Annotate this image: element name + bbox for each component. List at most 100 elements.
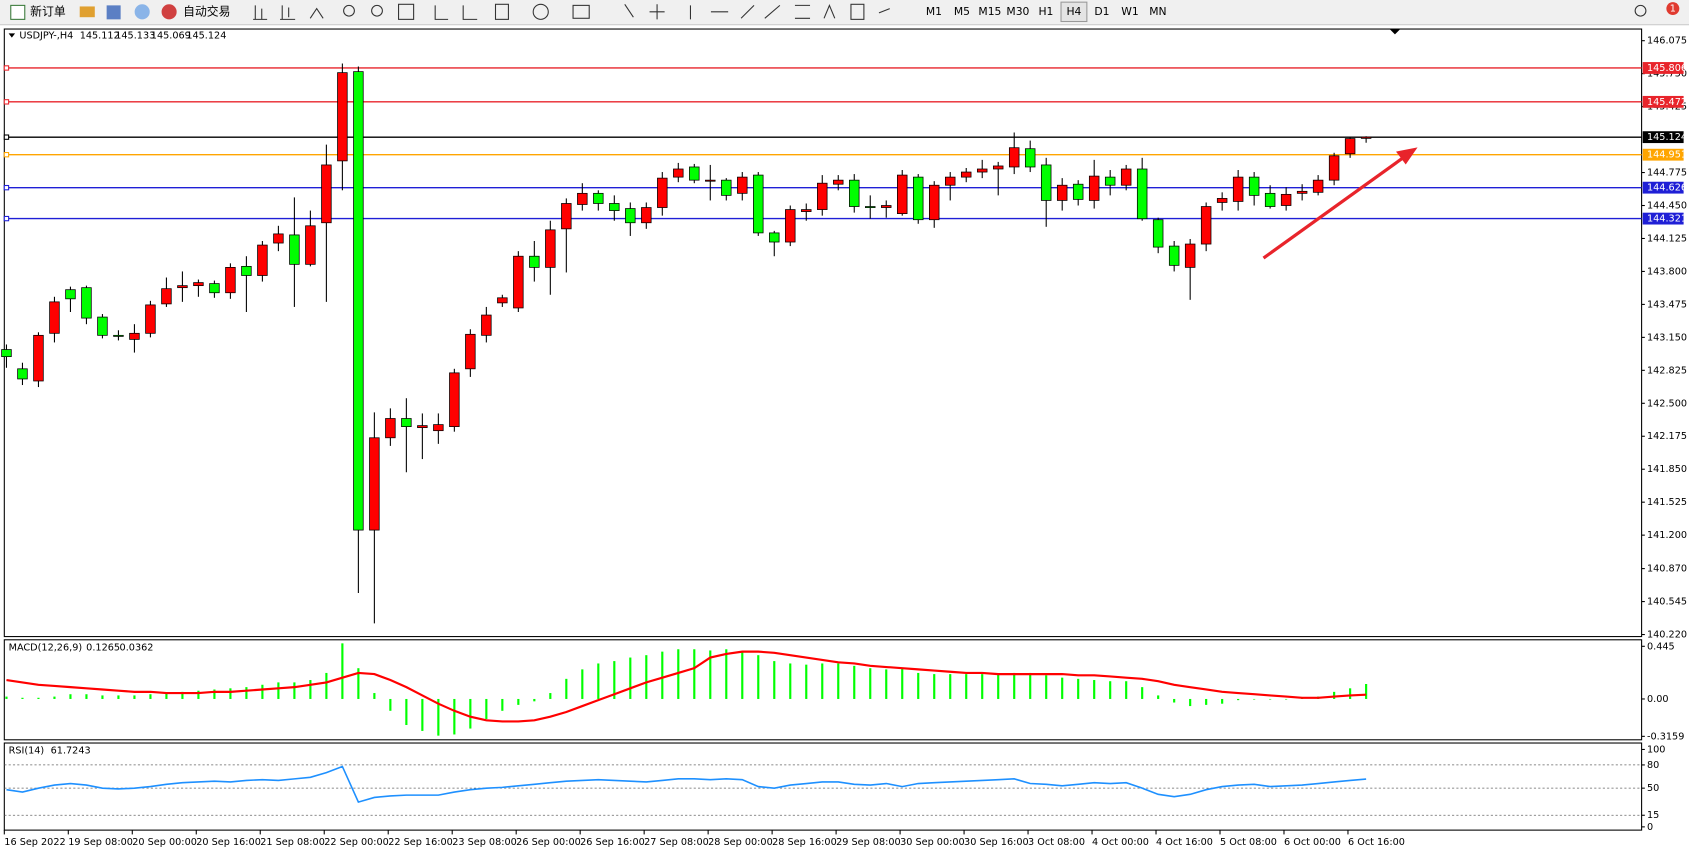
candle-body bbox=[17, 368, 28, 380]
symbol-menu-arrow[interactable] bbox=[8, 33, 16, 38]
macd-bar bbox=[565, 678, 568, 699]
macd-signal-value: 0.0362 bbox=[120, 642, 154, 653]
macd-bar bbox=[1173, 698, 1176, 703]
macd-bar bbox=[213, 689, 216, 699]
y-tick-label: 140.220 bbox=[1647, 630, 1687, 641]
macd-bar bbox=[645, 655, 648, 699]
candle-body bbox=[641, 207, 652, 224]
macd-bar bbox=[1109, 681, 1112, 699]
macd-bar bbox=[981, 674, 984, 699]
macd-bar bbox=[581, 669, 584, 699]
timeframe-button[interactable]: H4 bbox=[1066, 5, 1081, 18]
active-timeframe-box[interactable] bbox=[1060, 1, 1088, 23]
candle-body bbox=[593, 192, 604, 204]
candle-body bbox=[976, 168, 988, 173]
candle-body bbox=[337, 72, 348, 162]
auto-trading-button[interactable]: 自动交易 bbox=[183, 4, 230, 18]
macd-bar bbox=[885, 669, 888, 699]
macd-bar bbox=[869, 668, 872, 699]
candle-body bbox=[1008, 147, 1020, 168]
macd-bar bbox=[37, 697, 40, 699]
candle-body bbox=[1280, 193, 1292, 206]
candle-body bbox=[369, 437, 380, 531]
macd-bar bbox=[341, 643, 344, 699]
candle-body bbox=[33, 334, 44, 382]
candle-body bbox=[225, 267, 236, 294]
macd-signal-line bbox=[6, 650, 1367, 723]
candle-body bbox=[161, 288, 172, 305]
candle-body bbox=[1088, 175, 1100, 201]
shift-marker bbox=[1389, 29, 1401, 35]
macd-bar bbox=[85, 694, 88, 699]
toolbar-icon[interactable] bbox=[134, 4, 150, 20]
timeframe-button[interactable]: W1 bbox=[1121, 5, 1138, 18]
rsi-y-tick-label: 80 bbox=[1647, 760, 1659, 771]
macd-bar bbox=[1077, 678, 1080, 699]
y-tick-label: 140.545 bbox=[1647, 597, 1687, 608]
candle-body bbox=[1216, 198, 1228, 203]
macd-bar bbox=[1349, 688, 1352, 699]
candle-body bbox=[625, 208, 636, 224]
macd-bar bbox=[389, 698, 392, 711]
search-icon[interactable] bbox=[1634, 4, 1647, 17]
level-line-end bbox=[3, 215, 10, 222]
timeframe-button[interactable]: M5 bbox=[954, 5, 970, 18]
candle-body bbox=[929, 184, 940, 221]
x-tick-label: 20 Sep 16:00 bbox=[196, 837, 261, 848]
notification-count[interactable]: 1 bbox=[1670, 4, 1676, 15]
level-line-tag-label: 145.472 bbox=[1647, 97, 1687, 108]
candle-body bbox=[321, 164, 332, 224]
candle-body bbox=[401, 418, 412, 427]
timeframe-button[interactable]: M1 bbox=[926, 5, 942, 18]
macd-bar bbox=[245, 687, 248, 699]
candle-body bbox=[817, 182, 828, 210]
x-tick-label: 23 Sep 08:00 bbox=[452, 837, 517, 848]
x-tick-label: 28 Sep 00:00 bbox=[708, 837, 773, 848]
y-tick-label: 143.475 bbox=[1647, 299, 1687, 310]
x-tick-label: 26 Sep 16:00 bbox=[580, 837, 645, 848]
level-line-tag bbox=[1642, 181, 1684, 194]
auto-trading-icon[interactable] bbox=[161, 4, 177, 20]
y-tick-label: 141.850 bbox=[1647, 464, 1687, 475]
toolbar-icon[interactable] bbox=[106, 5, 121, 20]
toolbar-icons[interactable] bbox=[253, 3, 890, 20]
candle-body bbox=[289, 234, 300, 265]
notification-badge[interactable] bbox=[1666, 2, 1680, 16]
x-tick-label: 22 Sep 00:00 bbox=[324, 837, 389, 848]
candle-body bbox=[81, 287, 92, 319]
macd-bar bbox=[1253, 698, 1256, 700]
timeframe-button[interactable]: H1 bbox=[1038, 5, 1053, 18]
new-order-icon[interactable] bbox=[10, 4, 26, 20]
candle-body bbox=[257, 244, 268, 276]
candle-body bbox=[1264, 192, 1276, 207]
candle-body bbox=[305, 225, 316, 265]
toolbar-icon[interactable] bbox=[79, 6, 95, 18]
level-line-end bbox=[3, 184, 10, 191]
candle-body bbox=[1, 349, 12, 358]
timeframe-button[interactable]: MN bbox=[1149, 5, 1166, 18]
symbol-label: USDJPY-,H4 bbox=[19, 30, 73, 41]
macd-bar bbox=[549, 693, 552, 699]
timeframe-button[interactable]: M15 bbox=[978, 5, 1001, 18]
macd-bar bbox=[661, 651, 664, 699]
timeframe-button[interactable]: M30 bbox=[1006, 5, 1029, 18]
x-tick-label: 16 Sep 2022 bbox=[4, 837, 65, 848]
candle-body bbox=[385, 418, 396, 439]
ohlc-value: 145.112 bbox=[80, 30, 120, 41]
timeframe-button[interactable]: D1 bbox=[1094, 5, 1109, 18]
bid-line-end bbox=[3, 134, 10, 140]
macd-bar bbox=[1061, 677, 1064, 699]
bid-line-tag-label: 145.124 bbox=[1647, 132, 1687, 143]
y-tick-label: 146.075 bbox=[1647, 36, 1687, 47]
toolbar: 新订单 自动交易 M1 M5 M15 M30 H1 H4 D1 W1 MN 1 bbox=[0, 0, 1689, 26]
macd-bar bbox=[917, 672, 920, 699]
macd-bar bbox=[965, 674, 968, 699]
level-line-tag-label: 144.951 bbox=[1647, 150, 1687, 161]
macd-y-tick-label: 0.00 bbox=[1647, 694, 1669, 705]
candle-body bbox=[209, 283, 220, 294]
y-tick-label: 144.125 bbox=[1647, 233, 1687, 244]
candle-body bbox=[433, 424, 444, 432]
new-order-button[interactable]: 新订单 bbox=[30, 4, 66, 18]
candle-body bbox=[497, 297, 508, 304]
y-tick-label: 144.450 bbox=[1647, 201, 1687, 212]
